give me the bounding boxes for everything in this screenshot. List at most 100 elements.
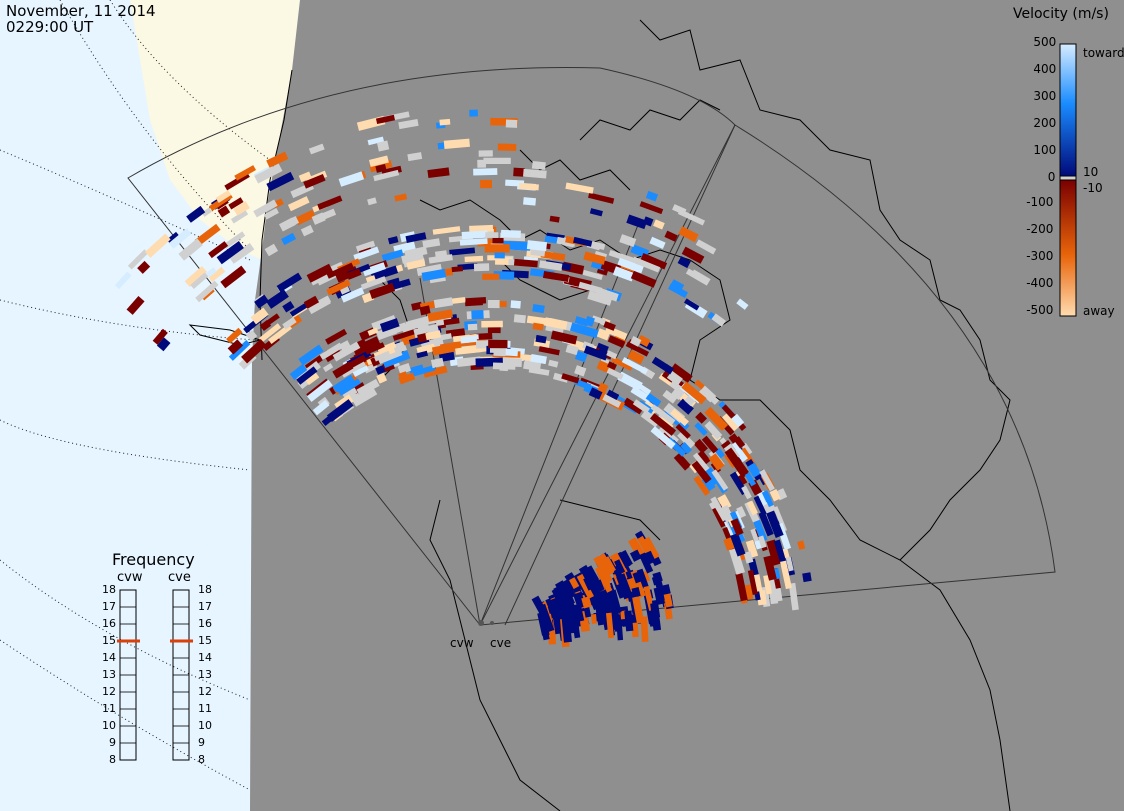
scatter-cell bbox=[456, 356, 482, 367]
scatter-cell bbox=[680, 441, 693, 455]
scatter-cell bbox=[303, 295, 320, 309]
scatter-cell bbox=[258, 323, 282, 343]
scatter-cell bbox=[597, 382, 609, 394]
scatter-cell bbox=[695, 239, 717, 255]
scatter-cell bbox=[460, 335, 477, 344]
scatter-cell bbox=[208, 241, 229, 259]
legend-tick: -500 bbox=[1026, 303, 1054, 317]
scatter-cell bbox=[379, 318, 400, 333]
scatter-cell bbox=[229, 243, 255, 264]
scatter-cell bbox=[382, 350, 411, 368]
frequency-bars bbox=[117, 589, 193, 761]
frequency-tick-label-left: 12 bbox=[102, 685, 116, 698]
scatter-cell bbox=[289, 363, 308, 380]
scatter-cell bbox=[281, 232, 297, 246]
scatter-cell bbox=[473, 263, 490, 272]
scatter-cell bbox=[352, 365, 369, 377]
scatter-cell bbox=[427, 309, 454, 322]
scatter-cell bbox=[324, 347, 342, 363]
scatter-cell bbox=[622, 397, 644, 415]
scatter-cell bbox=[632, 596, 645, 624]
scatter-cell bbox=[493, 347, 506, 357]
scatter-cell bbox=[356, 378, 380, 397]
scatter-cell bbox=[627, 349, 645, 365]
scatter-cell bbox=[650, 413, 677, 436]
scatter-cell bbox=[392, 327, 420, 341]
scatter-cell bbox=[343, 354, 367, 372]
scatter-cell bbox=[226, 327, 243, 344]
scatter-cell bbox=[612, 615, 620, 630]
scatter-cell bbox=[398, 119, 419, 130]
scatter-cell bbox=[367, 197, 377, 206]
scatter-cell bbox=[483, 157, 511, 165]
scatter-cell bbox=[145, 233, 171, 258]
scatter-cell bbox=[736, 506, 747, 519]
scatter-cell bbox=[712, 507, 727, 528]
scatter-cell bbox=[168, 228, 192, 249]
scatter-cell bbox=[632, 256, 661, 273]
scatter-cell bbox=[735, 572, 748, 602]
scatter-cell bbox=[714, 447, 725, 459]
scatter-cell bbox=[443, 317, 460, 326]
frequency-tick-label-right: 9 bbox=[198, 736, 205, 749]
scatter-cell bbox=[746, 500, 758, 516]
scatter-cell bbox=[788, 582, 799, 611]
scatter-cell bbox=[230, 210, 249, 224]
scatter-cell bbox=[421, 268, 447, 282]
scatter-cell bbox=[495, 256, 513, 266]
scatter-cell bbox=[351, 386, 378, 407]
scatter-cell bbox=[306, 263, 333, 283]
scatter-cell bbox=[617, 257, 644, 274]
site-label-cvw: cvw bbox=[450, 636, 474, 650]
scatter-cell bbox=[573, 591, 587, 609]
scatter-cell bbox=[381, 249, 404, 262]
scatter-cell bbox=[405, 232, 427, 243]
scatter-cell bbox=[691, 460, 712, 484]
scatter-cell bbox=[677, 398, 694, 415]
scatter-cell bbox=[433, 333, 452, 342]
scatter-cell bbox=[296, 366, 318, 385]
scatter-cell bbox=[216, 241, 244, 265]
scatter-cell bbox=[602, 394, 622, 408]
scatter-cell bbox=[431, 343, 456, 356]
scatter-cell bbox=[671, 279, 685, 290]
legend-tick: 300 bbox=[1033, 89, 1057, 103]
scatter-cell bbox=[733, 436, 746, 449]
scatter-cell bbox=[416, 350, 429, 359]
scatter-cell bbox=[780, 560, 792, 590]
scatter-cell bbox=[427, 167, 450, 179]
frequency-tick-label-right: 15 bbox=[198, 634, 212, 647]
scatter-cell bbox=[325, 328, 348, 345]
scatter-cell bbox=[666, 370, 683, 386]
scatter-cell bbox=[670, 363, 693, 383]
scatter-cell bbox=[599, 598, 610, 613]
frequency-tick-label-right: 12 bbox=[198, 685, 212, 698]
scatter-cell bbox=[360, 276, 387, 290]
scatter-cell bbox=[484, 244, 510, 253]
scatter-cell bbox=[422, 238, 441, 249]
scatter-cell bbox=[561, 616, 572, 643]
scatter-cell bbox=[228, 340, 251, 361]
scatter-cell bbox=[365, 342, 385, 355]
scatter-cell bbox=[282, 301, 295, 313]
scatter-cell bbox=[581, 596, 592, 609]
scatter-cell bbox=[611, 356, 633, 371]
scatter-cell bbox=[326, 279, 351, 296]
scatter-cell bbox=[766, 539, 782, 566]
scatter-cell bbox=[266, 313, 280, 325]
scatter-cell bbox=[195, 280, 219, 303]
scatter-cell bbox=[178, 238, 203, 261]
frequency-tick-label-right: 16 bbox=[198, 617, 212, 630]
scatter-cell bbox=[758, 535, 767, 549]
scatter-cell bbox=[574, 350, 588, 363]
scatter-cell bbox=[305, 372, 320, 386]
scatter-cell bbox=[266, 151, 289, 168]
scatter-cell bbox=[337, 378, 361, 396]
scatter-cell bbox=[698, 385, 717, 403]
scatter-cell bbox=[298, 171, 312, 183]
legend-tick: -400 bbox=[1026, 276, 1054, 290]
site-label-cve: cve bbox=[490, 636, 512, 650]
scatter-cell bbox=[722, 413, 739, 432]
scatter-cell bbox=[668, 283, 689, 299]
frequency-tick-label-left: 11 bbox=[102, 702, 116, 715]
